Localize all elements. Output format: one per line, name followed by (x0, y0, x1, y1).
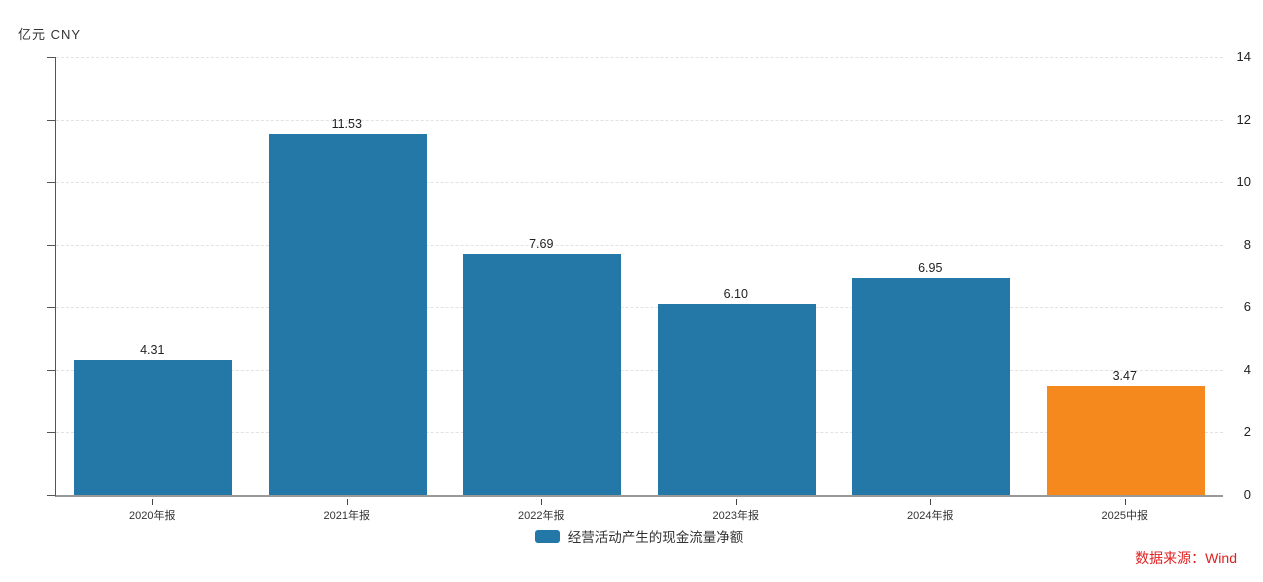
y-axis-tick (47, 182, 55, 184)
y-axis-tick (47, 369, 55, 371)
x-axis-tick (930, 499, 932, 505)
y-axis-tick (47, 57, 55, 58)
x-axis-tick (735, 499, 737, 505)
y-axis-tick (47, 307, 55, 309)
x-axis-tick (541, 499, 543, 505)
x-axis-tick (1124, 499, 1126, 505)
x-axis-category-label: 2024年报 (907, 510, 954, 522)
bar-value-label: 6.10 (723, 287, 748, 302)
y-axis-tick (47, 244, 55, 246)
x-axis-category-label: 2021年报 (323, 510, 370, 522)
x-axis-category-label: 2025中报 (1101, 510, 1148, 522)
bar-2020年报[interactable] (74, 360, 233, 495)
bar-2023年报[interactable] (657, 304, 816, 495)
bar-2021年报[interactable] (268, 134, 427, 495)
x-axis-category-label: 2023年报 (712, 510, 759, 522)
y-axis-tick (47, 119, 55, 121)
bar-value-label: 7.69 (529, 237, 554, 252)
y-axis-tick-label: 2 (1243, 424, 1251, 440)
data-source-label: 数据来源：Wind (1135, 550, 1237, 566)
gridline (56, 369, 1223, 371)
y-axis-tick-label: 8 (1243, 236, 1251, 252)
gridline (56, 244, 1223, 246)
bar-value-label: 3.47 (1112, 369, 1137, 384)
bar-2025中报[interactable] (1046, 386, 1205, 495)
y-axis-unit-label: 亿元 CNY (18, 27, 82, 42)
legend[interactable]: 经营活动产生的现金流量净额 (55, 526, 1223, 546)
bar-value-label: 4.31 (140, 343, 165, 358)
gridline (56, 307, 1223, 309)
y-axis-tick-label: 6 (1243, 299, 1251, 315)
bar-2024年报[interactable] (852, 277, 1011, 495)
y-axis-tick-label: 14 (1236, 49, 1251, 64)
bar-value-label: 11.53 (331, 117, 362, 132)
y-axis-tick-label: 0 (1243, 487, 1251, 502)
plot-area (47, 57, 1223, 497)
bar-2022年报[interactable] (463, 254, 622, 495)
y-axis-tick-label: 4 (1243, 361, 1251, 377)
y-axis-tick-label: 10 (1236, 174, 1251, 190)
gridline (56, 432, 1223, 434)
y-axis-tick (47, 495, 55, 496)
gridline (56, 182, 1223, 184)
x-axis-tick (346, 499, 348, 505)
x-axis-category-label: 2020年报 (129, 510, 176, 522)
x-axis-category-label: 2022年报 (518, 510, 565, 522)
legend-label: 经营活动产生的现金流量净额 (567, 530, 744, 545)
bar-value-label: 6.95 (918, 260, 943, 275)
y-axis-tick (47, 432, 55, 434)
gridline (56, 119, 1223, 121)
y-axis-tick-label: 12 (1236, 111, 1251, 127)
legend-swatch-icon (534, 529, 560, 543)
x-axis-tick (152, 499, 154, 505)
gridline (56, 57, 1223, 58)
